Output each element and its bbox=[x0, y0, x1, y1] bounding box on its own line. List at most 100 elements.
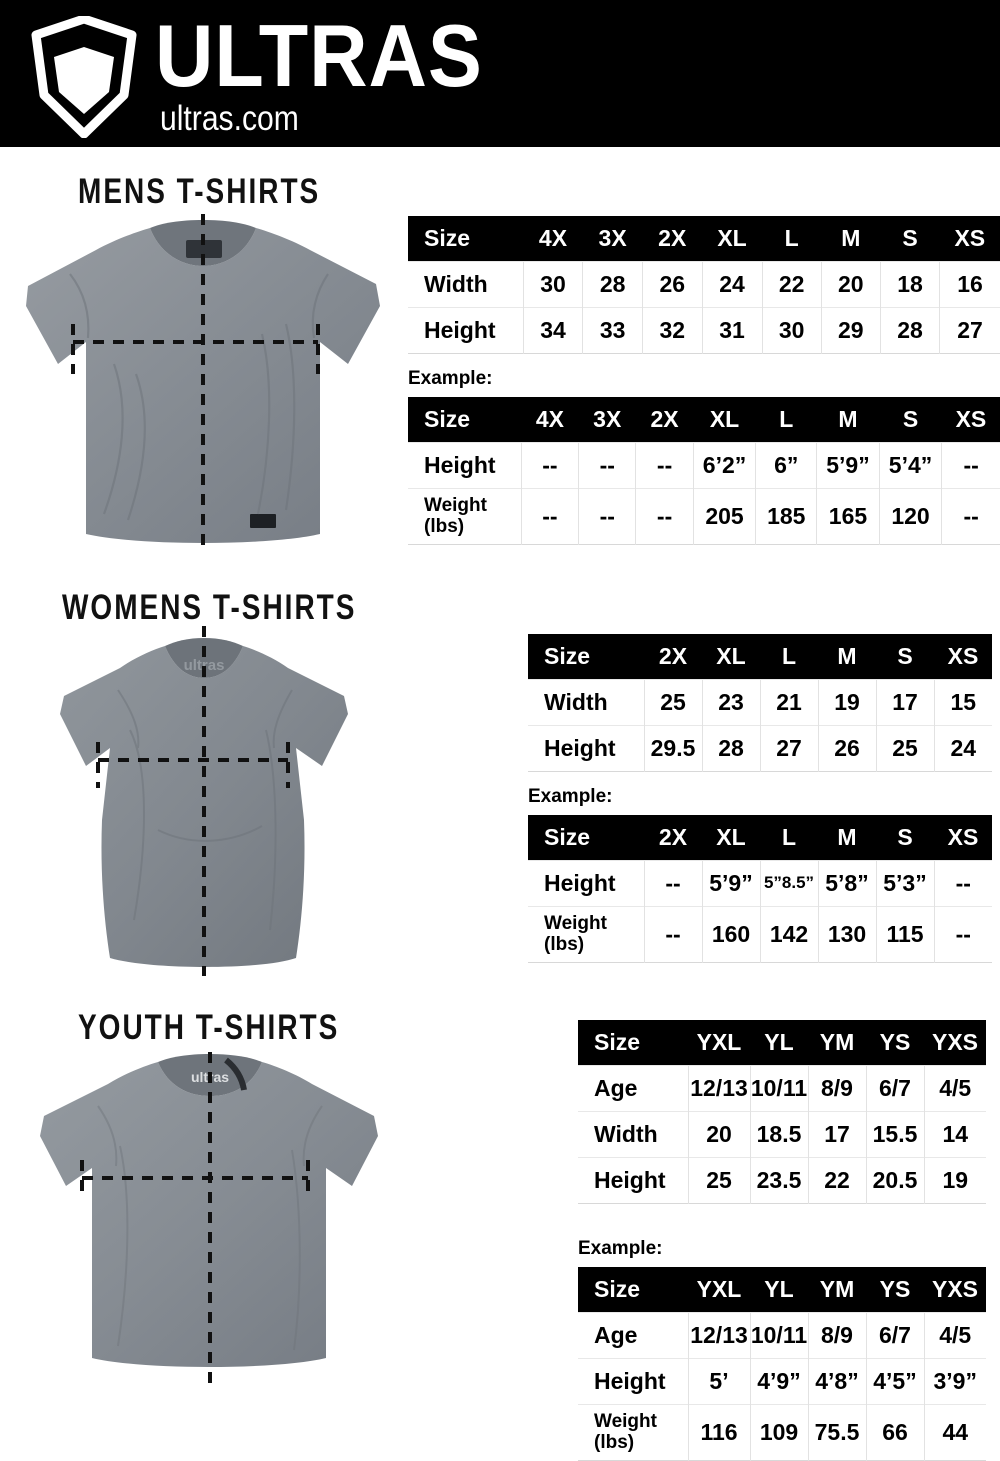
table-cell: 22 bbox=[807, 1156, 866, 1203]
table-cell: 32 bbox=[641, 306, 703, 353]
table-cell: 4/5 bbox=[923, 1064, 986, 1111]
table-cell: 160 bbox=[701, 905, 760, 962]
table-cell: 12/13 bbox=[687, 1311, 750, 1358]
measure-guides bbox=[80, 1052, 310, 1386]
table-cell: -- bbox=[520, 487, 579, 544]
table-cell: 10/11 bbox=[749, 1311, 808, 1358]
table-row: Height 29.5 28 27 26 25 24 bbox=[528, 724, 992, 771]
table-cell: 16 bbox=[939, 260, 1000, 307]
column-header-size: Size bbox=[578, 1020, 688, 1065]
table-cell: 142 bbox=[759, 905, 818, 962]
svg-text:ultras: ultras bbox=[184, 657, 225, 674]
table-cell: 19 bbox=[923, 1156, 986, 1203]
table-cell: 29.5 bbox=[643, 724, 702, 771]
table-cell: 15.5 bbox=[865, 1110, 924, 1157]
table-cell: 5’8” bbox=[817, 859, 876, 906]
table-cell: 23.5 bbox=[749, 1156, 808, 1203]
womens-example-table: Size 2X XL L M S XS Height -- 5’9” 5”8.5” 5’8” 5’3” -… bbox=[528, 815, 992, 963]
table-cell: 15 bbox=[933, 678, 992, 725]
column-header-XS: XS bbox=[939, 216, 1000, 261]
table-cell: 5’4” bbox=[878, 441, 942, 488]
table-cell: 66 bbox=[865, 1403, 924, 1460]
table-cell: 4’8” bbox=[807, 1357, 866, 1404]
brand-name: ULTRAS bbox=[155, 6, 483, 105]
column-header-L: L bbox=[762, 216, 822, 261]
womens-tshirt-illustration: ultras bbox=[30, 620, 380, 980]
section-title-mens: MENS T-SHIRTS bbox=[78, 172, 321, 211]
column-header-M: M bbox=[818, 634, 876, 679]
measure-guides bbox=[96, 626, 290, 976]
youth-tshirt-illustration: ultras bbox=[30, 1050, 390, 1390]
table-cell: -- bbox=[933, 905, 992, 962]
example-label-womens: Example: bbox=[528, 786, 613, 807]
table-row: Height -- 5’9” 5”8.5” 5’8” 5’3” -- bbox=[528, 859, 992, 906]
column-header-2X: 2X bbox=[635, 397, 694, 442]
table-cell: 8/9 bbox=[807, 1064, 866, 1111]
table-row: Width 25 23 21 19 17 15 bbox=[528, 678, 992, 725]
row-header-height: Height bbox=[408, 441, 522, 488]
table-cell: 33 bbox=[582, 306, 643, 353]
column-header-3X: 3X bbox=[582, 216, 643, 261]
section-title-youth: YOUTH T-SHIRTS bbox=[78, 1008, 340, 1047]
table-cell: 115 bbox=[875, 905, 934, 962]
column-header-YXL: YXL bbox=[688, 1020, 750, 1065]
table-cell: -- bbox=[635, 487, 694, 544]
example-label-mens: Example: bbox=[408, 368, 493, 389]
table-cell: 28 bbox=[582, 260, 643, 307]
brand-url: ultras.com bbox=[160, 99, 299, 138]
table-cell: 4’9” bbox=[749, 1357, 808, 1404]
table-cell: -- bbox=[941, 441, 1000, 488]
table-header-row: Size 4X 3X 2X XL L M S XS bbox=[408, 397, 1000, 442]
table-cell: 20 bbox=[820, 260, 881, 307]
column-header-M: M bbox=[816, 397, 880, 442]
mens-tshirt-illustration bbox=[18, 214, 390, 556]
column-header-L: L bbox=[760, 634, 818, 679]
table-cell: 205 bbox=[692, 487, 756, 544]
mens-example-block: Example: Size 4X 3X 2X XL L M S XS Height -- -- -- 6’… bbox=[408, 368, 1000, 545]
row-header-age: Age bbox=[578, 1311, 688, 1358]
page-header: ULTRAS ultras.com bbox=[0, 0, 1000, 147]
table-row: Height 34 33 32 31 30 29 28 27 bbox=[408, 306, 1000, 353]
column-header-S: S bbox=[879, 397, 942, 442]
row-header-height: Height bbox=[578, 1156, 688, 1203]
table-cell: 120 bbox=[878, 487, 942, 544]
table-cell: 27 bbox=[939, 306, 1000, 353]
column-header-XL: XL bbox=[702, 634, 760, 679]
womens-example-block: Example: Size 2X XL L M S XS Height -- 5’9” 5”8.5”… bbox=[528, 786, 992, 963]
column-header-YM: YM bbox=[808, 1020, 866, 1065]
column-header-S: S bbox=[880, 216, 940, 261]
table-cell: 28 bbox=[879, 306, 940, 353]
column-header-S: S bbox=[876, 634, 934, 679]
youth-size-table-block: Size YXL YL YM YS YXS Age 12/13 10/11 8/9 6/7 4/5 Wi… bbox=[578, 1020, 986, 1204]
table-header-row: Size YXL YL YM YS YXS bbox=[578, 1267, 986, 1312]
table-header-row: Size YXL YL YM YS YXS bbox=[578, 1020, 986, 1065]
table-cell: 116 bbox=[687, 1403, 750, 1460]
table-cell: 6/7 bbox=[865, 1311, 924, 1358]
column-header-size: Size bbox=[578, 1267, 688, 1312]
table-cell: 17 bbox=[875, 678, 934, 725]
table-cell: -- bbox=[933, 859, 992, 906]
table-cell: 130 bbox=[817, 905, 876, 962]
table-row: Age 12/13 10/11 8/9 6/7 4/5 bbox=[578, 1311, 986, 1358]
mens-size-table-block: Size 4X 3X 2X XL L M S XS Width 30 28 26 24 22 20 18 16 He… bbox=[408, 216, 1000, 354]
mens-example-table: Size 4X 3X 2X XL L M S XS Height -- -- -- 6’2” 6” 5’9” 5… bbox=[408, 397, 1000, 545]
table-cell: 5’3” bbox=[875, 859, 934, 906]
column-header-YM: YM bbox=[808, 1267, 866, 1312]
youth-example-block: Example: Size YXL YL YM YS YXS Age 12/13 10/11 8/… bbox=[578, 1238, 986, 1461]
table-cell: 4/5 bbox=[923, 1311, 986, 1358]
table-cell: 25 bbox=[875, 724, 934, 771]
table-cell: 165 bbox=[816, 487, 880, 544]
row-header-height: Height bbox=[528, 724, 644, 771]
womens-size-table: Size 2X XL L M S XS Width 25 23 21 19 17 15 Height 29.5… bbox=[528, 634, 992, 772]
table-cell: 34 bbox=[522, 306, 583, 353]
table-cell: 18 bbox=[879, 260, 940, 307]
table-cell: -- bbox=[520, 441, 579, 488]
mens-size-table: Size 4X 3X 2X XL L M S XS Width 30 28 26 24 22 20 18 16 He… bbox=[408, 216, 1000, 354]
table-cell: 26 bbox=[817, 724, 876, 771]
table-row: Width 30 28 26 24 22 20 18 16 bbox=[408, 260, 1000, 307]
column-header-3X: 3X bbox=[578, 397, 636, 442]
table-cell: -- bbox=[635, 441, 694, 488]
column-header-L: L bbox=[760, 815, 818, 860]
table-cell: 30 bbox=[761, 306, 822, 353]
row-header-width: Width bbox=[528, 678, 644, 725]
